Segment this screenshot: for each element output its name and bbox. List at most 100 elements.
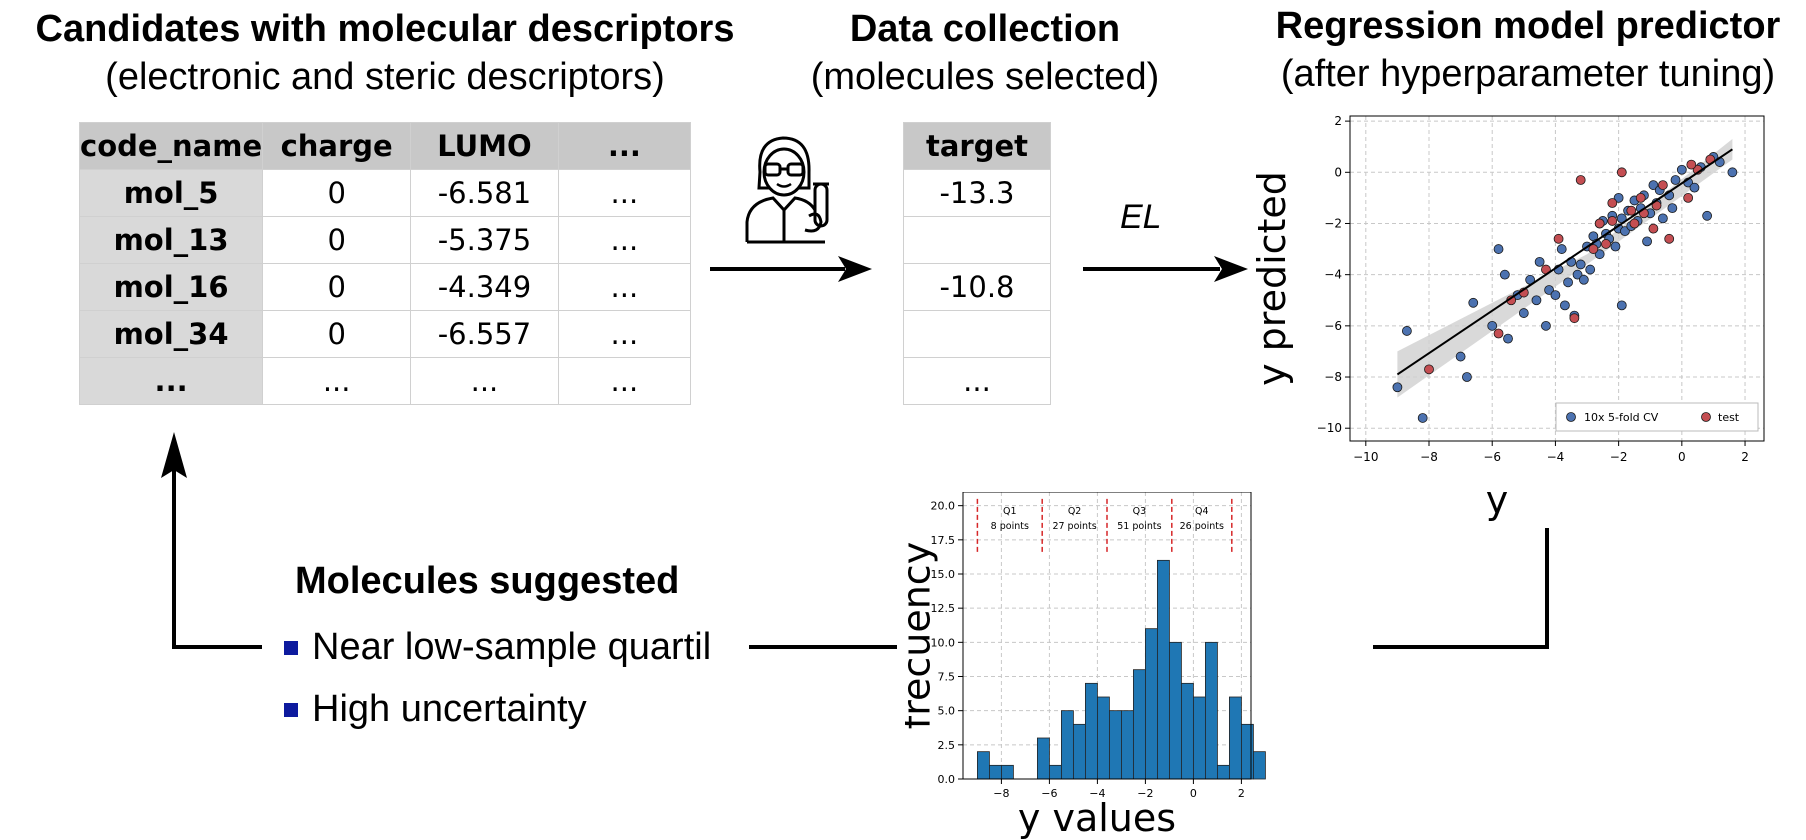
histogram-bar	[1001, 764, 1014, 780]
cv-point	[1493, 244, 1504, 254]
table-cell	[903, 216, 1051, 264]
y-tick-label: 0.0	[938, 773, 956, 786]
cv-point	[1462, 372, 1472, 382]
histogram-bar	[1096, 696, 1110, 780]
x-tick-label: −10	[1353, 450, 1378, 464]
legend-box	[1555, 402, 1759, 432]
x-tick-label: 0	[1678, 450, 1686, 464]
x-tick-label: 0	[1190, 787, 1197, 800]
arrow-collection-to-model	[1083, 256, 1248, 282]
cv-point	[1702, 210, 1713, 221]
table-cell: ...	[262, 357, 412, 405]
histogram-bar	[1060, 710, 1074, 780]
cv-point	[1594, 249, 1605, 260]
histogram-bar	[1180, 682, 1194, 780]
collection-subtitle: (molecules selected)	[810, 56, 1160, 98]
test-point	[1594, 218, 1605, 229]
bullet-icon	[284, 702, 298, 717]
cv-point	[1499, 269, 1510, 280]
test-point	[1626, 205, 1637, 216]
histogram-bar	[1036, 737, 1050, 780]
cv-point	[1560, 300, 1570, 311]
test-point	[1424, 364, 1434, 375]
table-cell: ...	[557, 169, 692, 217]
y-tick-label: 2	[1334, 114, 1342, 128]
quartile-label: Q1	[1003, 506, 1017, 517]
legend-marker	[1701, 412, 1711, 422]
x-tick-label: −6	[1483, 450, 1501, 464]
table-cell: ...	[903, 357, 1051, 405]
table-cell: -6.557	[410, 310, 559, 358]
histogram-bar	[1192, 696, 1206, 780]
table-row: -13.3	[903, 169, 1051, 217]
cv-point	[1392, 382, 1403, 393]
table-row: ... ... ... ...	[78, 357, 692, 405]
histogram-bar	[1204, 641, 1218, 780]
plot-frame	[962, 492, 1252, 780]
x-axis-label: y	[1486, 478, 1509, 522]
test-point	[1657, 180, 1668, 190]
legend-label: 10x 5-fold CV	[1584, 411, 1659, 424]
test-point	[1686, 159, 1697, 170]
x-tick-label: −8	[1420, 450, 1438, 464]
test-point	[1635, 192, 1646, 203]
table-row: ...	[903, 357, 1051, 405]
cv-point	[1676, 164, 1687, 175]
y-tick-label: −8	[1324, 370, 1342, 384]
x-tick-label: 2	[1238, 787, 1245, 800]
table-header-row: code_name charge LUMO ...	[78, 122, 692, 170]
cv-point	[1417, 413, 1428, 423]
y-tick-label: 15.0	[931, 568, 956, 581]
cv-point	[1572, 269, 1583, 280]
histogram-bar	[1132, 669, 1146, 780]
scatter-chart: −10 −8 −6 −4 −2 0 2 −10 −8 −6 −4 −2 0 2 10x 5-fold CV t…	[1255, 114, 1765, 522]
histogram-bar	[1048, 764, 1062, 780]
table-row: mol_34 0 -6.557 ...	[78, 310, 692, 358]
cv-point	[1727, 167, 1738, 178]
x-axis-label: y values	[1018, 796, 1176, 840]
column-header: code_name	[78, 122, 264, 170]
x-tick-label: −4	[1089, 787, 1105, 800]
test-point	[1629, 218, 1640, 229]
quartile-count: 8 points	[991, 521, 1029, 532]
y-tick-label: 10.0	[931, 636, 956, 649]
histogram-chart: −8 −6 −4 −2 0 20.02.55.07.510.012.515.017.520…	[905, 492, 1266, 840]
table-cell: -13.3	[903, 169, 1051, 217]
plot-frame	[1349, 115, 1765, 442]
x-tick-label: −4	[1547, 450, 1565, 464]
table-cell: 0	[262, 263, 412, 311]
histogram-bar	[1144, 628, 1158, 780]
table-row: mol_13 0 -5.375 ...	[78, 216, 692, 264]
cv-point	[1585, 264, 1596, 275]
cv-point	[1610, 241, 1621, 252]
cv-point	[1544, 285, 1554, 295]
suggested-item: Near low-sample quartil	[284, 626, 711, 669]
quartile-label: Q2	[1068, 506, 1082, 517]
test-point	[1575, 175, 1586, 185]
table-cell	[903, 310, 1051, 358]
y-tick-label: 7.5	[938, 671, 956, 684]
table-row: mol_16 0 -4.349 ...	[78, 263, 692, 311]
y-axis-label: y predicted	[1255, 171, 1294, 386]
quartile-count: 51 points	[1117, 521, 1161, 532]
arrow-table-to-collection	[710, 256, 872, 282]
x-tick-label: −8	[993, 787, 1009, 800]
arrow-suggested-to-table	[161, 432, 262, 649]
descriptors-subtitle: (electronic and steric descriptors)	[105, 56, 665, 98]
suggested-item-label: High uncertainty	[312, 688, 587, 730]
collection-title: Data collection	[849, 8, 1121, 50]
table-cell: -6.581	[410, 169, 559, 217]
cv-point	[1648, 180, 1659, 190]
table-cell: ...	[410, 357, 559, 405]
histogram-bar	[1168, 641, 1182, 780]
test-point	[1683, 192, 1694, 203]
cv-point	[1503, 333, 1513, 344]
test-point	[1588, 244, 1599, 254]
histogram-bar	[1120, 710, 1134, 780]
table-row	[903, 310, 1051, 358]
y-tick-label: 12.5	[931, 602, 956, 615]
suggested-item: High uncertainty	[284, 688, 587, 731]
test-point	[1664, 233, 1675, 244]
table-cell: ...	[557, 310, 692, 358]
